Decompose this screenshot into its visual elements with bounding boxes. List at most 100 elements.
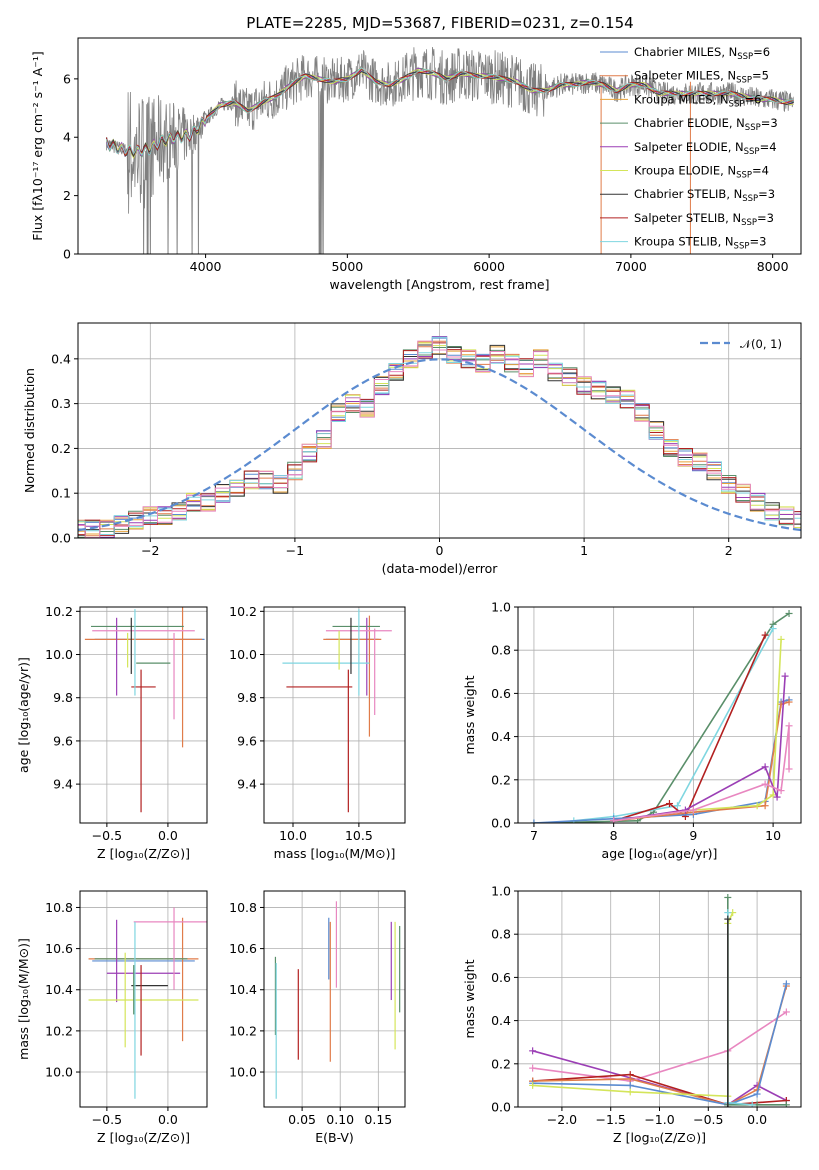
mass-weight-marker [785, 765, 793, 773]
mass-weight-line [613, 676, 786, 822]
residuals-ytick-label: 0.1 [51, 486, 71, 501]
mass-weight-vs-Z-plot-area [518, 891, 801, 1107]
mass-weight-marker [529, 1081, 537, 1089]
age-vs-Z-ytick-label: 9.8 [53, 690, 73, 705]
mass-vs-EBV-ytick-label: 10.8 [229, 900, 257, 915]
mass-weight-vs-Z-ytick-label: 0.2 [491, 1056, 511, 1071]
mass-weight-marker [665, 800, 673, 808]
residuals-xtick-label: 0 [436, 543, 444, 558]
mass-weight-vs-Z-ytick-label: 0.8 [491, 927, 511, 942]
mass-weight-vs-age-ytick-label: 0.4 [491, 729, 511, 744]
mass-weight-vs-age-xtick-label: 7 [530, 828, 538, 843]
mass-vs-EBV-xtick-label: 0.15 [364, 1112, 392, 1127]
age-vs-mass-ytick-label: 9.4 [237, 777, 257, 792]
residual-histogram [78, 336, 801, 538]
mass-weight-marker [610, 817, 618, 823]
age-vs-Z-ylabel: age [log₁₀(age/yr)] [16, 657, 31, 773]
spectrum-ytick-label: 0 [63, 247, 71, 262]
spectrum-frame [77, 37, 802, 255]
residual-histogram [78, 342, 801, 536]
age-vs-Z-frame [79, 606, 208, 824]
legend-entry: Kroupa ELODIE, NSSP=4 [634, 164, 769, 181]
mass-weight-marker [530, 819, 538, 823]
mass-weight-marker [724, 915, 732, 923]
gaussian-legend-label: 𝒩(0, 1) [740, 337, 782, 351]
spectrum-xtick-label: 8000 [757, 259, 789, 274]
figure-title: PLATE=2285, MJD=53687, FIBERID=0231, z=0… [246, 14, 633, 32]
mass-weight-marker [748, 1101, 756, 1107]
spectrum-xtick-label: 4000 [190, 259, 222, 274]
panel-mass-weight-vs-age: 7 8 9 10 0.0 0.2 0.4 0.6 0.8 1.0 age [log₁₀(age/yr… [462, 600, 802, 861]
mass-weight-vs-age-plot-area [518, 607, 801, 823]
mass-vs-Z-ytick-label: 10.8 [45, 900, 73, 915]
residual-histogram [78, 337, 801, 538]
mass-weight-vs-age-xtick-label: 9 [689, 828, 697, 843]
mass-weight-marker [773, 793, 781, 801]
mass-weight-vs-Z-ytick-label: 1.0 [491, 884, 511, 899]
legend-entry: Chabrier MILES, NSSP=6 [634, 45, 770, 62]
mass-weight-marker [761, 631, 769, 639]
age-vs-mass-ytick-label: 10.0 [229, 647, 257, 662]
mass-vs-EBV-ytick-label: 10.2 [229, 1023, 257, 1038]
model-spectrum-line [105, 69, 794, 160]
mass-vs-Z-ylabel: mass [log₁₀(M/M⊙)] [16, 938, 31, 1060]
mass-vs-Z-xtick-label: 0.0 [158, 1112, 178, 1127]
legend-entry: Salpeter ELODIE, NSSP=4 [634, 140, 777, 157]
legend-entry: Kroupa MILES, NSSP=6 [634, 92, 761, 109]
mass-weight-vs-age-xlabel: age [log₁₀(age/yr)] [602, 846, 718, 861]
spectrum-ytick-label: 2 [63, 188, 71, 203]
mass-weight-vs-age-frame [517, 606, 802, 824]
mass-weight-marker [724, 909, 732, 917]
mass-weight-marker [785, 722, 793, 730]
mass-vs-Z-plot-area [80, 891, 207, 1107]
residual-histogram [78, 336, 801, 535]
mass-weight-line [613, 639, 782, 822]
mass-weight-vs-age-ytick-label: 0.0 [491, 816, 511, 831]
age-vs-mass-ytick-label: 9.8 [237, 690, 257, 705]
legend-entry: Chabrier STELIB, NSSP=3 [634, 187, 775, 204]
legend-entry: Salpeter STELIB, NSSP=3 [634, 211, 774, 228]
residuals-ytick-label: 0.0 [51, 531, 71, 546]
spectrum-xtick-label: 7000 [615, 259, 647, 274]
gaussian-curve [78, 358, 801, 532]
mass-weight-marker [785, 698, 793, 706]
age-vs-mass-plot-area [264, 607, 405, 823]
mass-weight-vs-Z-frame [517, 890, 802, 1108]
mass-weight-marker [782, 1008, 790, 1016]
residuals-plot-area [78, 323, 801, 538]
mass-weight-marker [689, 806, 697, 814]
mass-weight-vs-Z-ylabel: mass weight [462, 959, 477, 1038]
spectrum-legend: Chabrier MILES, NSSP=6 Salpeter MILES, NS… [600, 45, 778, 252]
mass-weight-vs-age-ytick-label: 0.2 [491, 772, 511, 787]
residual-histogram [78, 346, 801, 538]
residuals-xtick-label: −2 [141, 543, 159, 558]
mass-weight-line [727, 912, 753, 1106]
panel-residuals: −2 −1 0 1 2 0.0 0.1 0.2 0.3 0.4 (data-model)/error… [22, 322, 802, 576]
mass-vs-EBV-xtick-label: 0.10 [326, 1112, 354, 1127]
panel-age-vs-mass: 10.0 10.5 9.4 9.6 9.8 10.0 10.2 mass [log₁₀(M/M… [229, 604, 406, 861]
mass-weight-vs-Z-ytick-label: 0.4 [491, 1013, 511, 1028]
mass-weight-marker [777, 635, 785, 643]
panel-mass-vs-EBV: 0.05 0.10 0.15 10.0 10.2 10.4 10.6 10.8 E(B-V) [229, 890, 406, 1145]
mass-vs-Z-frame [79, 890, 208, 1108]
age-vs-Z-ytick-label: 9.4 [53, 777, 73, 792]
mass-weight-vs-age-xtick-label: 10 [765, 828, 781, 843]
age-vs-Z-ytick-label: 10.0 [45, 647, 73, 662]
mass-weight-vs-Z-xtick-label: −2.0 [547, 1112, 577, 1127]
age-vs-mass-ytick-label: 10.2 [229, 604, 257, 619]
mass-weight-marker [761, 802, 769, 810]
mass-weight-line [533, 612, 790, 823]
mass-weight-line [533, 699, 790, 823]
mass-weight-vs-Z-xlabel: Z [log₁₀(Z/Z⊙)] [613, 1130, 706, 1145]
mass-weight-marker [782, 1101, 790, 1107]
residuals-xtick-label: 2 [725, 543, 733, 558]
mass-weight-marker [626, 1088, 634, 1096]
model-spectrum-line [105, 67, 794, 156]
age-vs-Z-ytick-label: 9.6 [53, 733, 73, 748]
panel-age-vs-Z: −0.5 0.0 9.4 9.6 9.8 10.0 10.2 Z [log₁₀(Z/Z⊙)] a… [16, 604, 208, 861]
mass-weight-marker [777, 787, 785, 795]
mass-weight-marker [769, 625, 777, 633]
spectrum-ytick-label: 4 [63, 130, 71, 145]
mass-weight-vs-Z-xtick-label: −1.5 [596, 1112, 626, 1127]
legend-entry: Salpeter MILES, NSSP=5 [634, 69, 769, 86]
